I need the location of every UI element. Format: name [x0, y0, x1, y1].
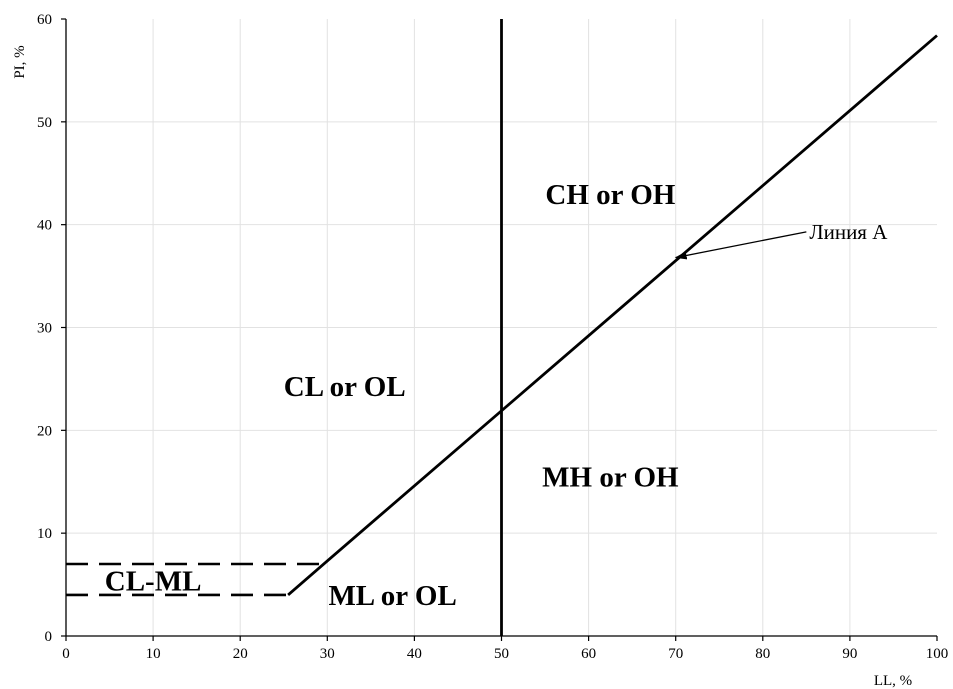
y-tick-label: 40 [37, 218, 52, 234]
x-tick-label: 20 [233, 646, 248, 662]
x-tick-label: 50 [494, 646, 509, 662]
axes [61, 18, 938, 641]
y-tick-label: 30 [37, 321, 52, 337]
y-tick-label: 50 [37, 115, 52, 131]
y-tick-label: 60 [37, 12, 52, 28]
annotation-arrow [674, 231, 807, 260]
x-tick-label: 100 [926, 646, 949, 662]
zone-label: CL or OL [284, 371, 406, 403]
zone-label: MH or OH [542, 462, 679, 494]
zone-labels: CH or OH CL or OL MH or OH CL-ML ML or OL [105, 179, 679, 612]
x-axis-label: LL, % [874, 673, 912, 689]
x-tick-label: 10 [146, 646, 161, 662]
annotation-label: Линия A [809, 220, 888, 244]
x-tick-label: 30 [320, 646, 335, 662]
x-tick-label: 0 [62, 646, 70, 662]
x-tick-label: 60 [581, 646, 596, 662]
x-tick-label: 80 [755, 646, 770, 662]
zone-label: CH or OH [545, 179, 675, 211]
y-tick-label: 0 [45, 629, 53, 645]
annotation: Линия A [674, 220, 888, 260]
y-tick-label: 10 [37, 526, 52, 542]
zone-label: ML or OL [328, 580, 456, 612]
zone-label: CL-ML [105, 565, 202, 597]
series-line-1 [287, 34, 938, 596]
y-tick-label: 20 [37, 423, 52, 439]
series-lines [66, 19, 938, 636]
x-tick-label: 40 [407, 646, 422, 662]
y-axis-label: PI, % [12, 45, 28, 78]
tick-labels: 0 10 20 30 40 50 60 70 80 90 100 0 10 20 30 40 50 60 [37, 12, 948, 662]
x-tick-label: 90 [842, 646, 857, 662]
x-tick-label: 70 [668, 646, 683, 662]
